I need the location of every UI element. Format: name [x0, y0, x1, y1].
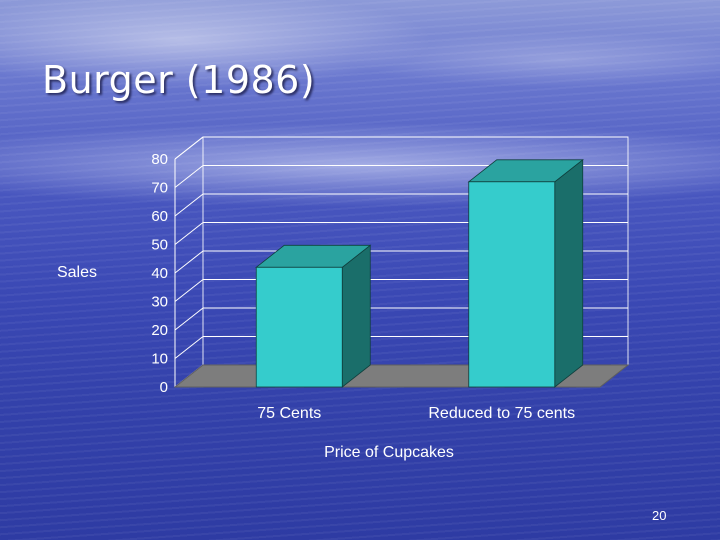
- chart-bars: [255, 158, 584, 388]
- bar-front: [468, 181, 556, 388]
- bar-1: [255, 244, 372, 388]
- y-tick-label: 50: [151, 237, 168, 254]
- x-axis-title: Price of Cupcakes: [324, 444, 454, 461]
- gridline-depth: [174, 307, 204, 331]
- gridline-depth: [174, 165, 204, 188]
- y-tick-label: 40: [151, 265, 168, 282]
- chart-labels: 0 10 20 30 40 50 60 70 80 75 Cents Reduced to 75 c…: [57, 151, 575, 461]
- slide-title: Burger (1986): [42, 58, 316, 102]
- gridline-depth: [174, 222, 204, 245]
- x-category-label: 75 Cents: [257, 405, 321, 422]
- y-tick-label: 20: [151, 322, 168, 339]
- gridline-depth: [174, 336, 204, 359]
- y-axis-title: Sales: [57, 264, 97, 281]
- y-tick-label: 70: [151, 180, 168, 197]
- bar-side: [554, 158, 584, 388]
- bar-side: [341, 244, 371, 388]
- y-tick-label: 0: [160, 379, 168, 396]
- y-tick-label: 10: [151, 351, 168, 368]
- y-tick-label: 30: [151, 294, 168, 311]
- gridline-depth: [174, 250, 204, 274]
- bar-2: [467, 158, 584, 388]
- gridline-depth: [174, 279, 204, 302]
- y-tick-label: 60: [151, 208, 168, 225]
- x-category-label: Reduced to 75 cents: [428, 405, 575, 422]
- gridline-depth: [174, 136, 204, 160]
- y-tick-label: 80: [151, 151, 168, 168]
- page-number: 20: [652, 508, 667, 523]
- bar-front: [255, 266, 343, 388]
- gridline-depth: [174, 193, 204, 217]
